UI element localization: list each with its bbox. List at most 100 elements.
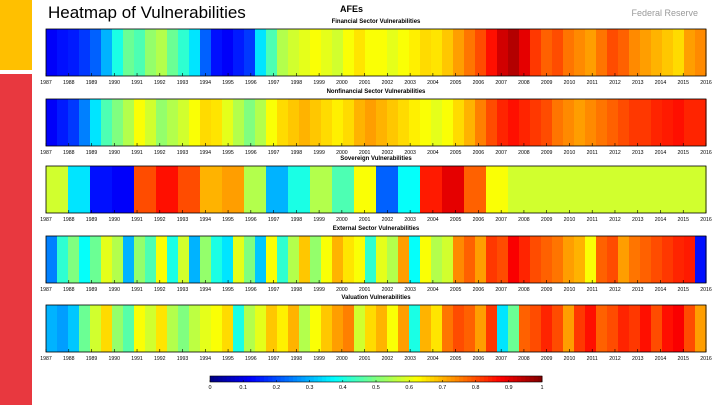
- external-sector-vulnerabilities-cell: [156, 236, 168, 283]
- colorbar-segment: [512, 376, 518, 382]
- sovereign-vulnerabilities-cell: [277, 166, 289, 213]
- colorbar-segment: [521, 376, 526, 382]
- financial-sector-vulnerabilities-tick-label: 2002: [382, 80, 394, 86]
- sovereign-vulnerabilities-tick-label: 1994: [200, 217, 212, 223]
- external-sector-vulnerabilities-cell: [365, 236, 377, 283]
- financial-sector-vulnerabilities-tick-label: 1999: [313, 80, 325, 86]
- colorbar-segment: [471, 376, 477, 382]
- sovereign-vulnerabilities-tick-label: 1997: [268, 217, 280, 223]
- nonfinancial-sector-vulnerabilities-tick-label: 1994: [200, 150, 212, 156]
- financial-sector-vulnerabilities-cell: [387, 29, 399, 76]
- nonfinancial-sector-vulnerabilities-tick-label: 1987: [40, 150, 52, 156]
- financial-sector-vulnerabilities-tick-label: 1992: [154, 80, 166, 86]
- sovereign-vulnerabilities-cell: [508, 166, 520, 213]
- colorbar-segment: [338, 376, 344, 382]
- colorbar-segment: [284, 376, 290, 382]
- sovereign-vulnerabilities-cell: [376, 166, 388, 213]
- sovereign-vulnerabilities-cell: [629, 166, 641, 213]
- colorbar-segment: [396, 376, 402, 382]
- nonfinancial-sector-vulnerabilities-cell: [178, 99, 190, 146]
- financial-sector-vulnerabilities-tick-label: 1988: [63, 80, 75, 86]
- colorbar-segment: [438, 376, 443, 382]
- financial-sector-vulnerabilities-cell: [90, 29, 102, 76]
- colorbar-segment: [492, 376, 497, 382]
- external-sector-vulnerabilities-tick-label: 2002: [382, 287, 394, 293]
- valuation-vulnerabilities-cell: [662, 305, 674, 352]
- nonfinancial-sector-vulnerabilities-tick-label: 2010: [564, 150, 576, 156]
- external-sector-vulnerabilities-tick-label: 2011: [587, 287, 598, 293]
- valuation-vulnerabilities-cell: [365, 305, 377, 352]
- colorbar-segment: [218, 376, 223, 382]
- valuation-vulnerabilities-cell: [530, 305, 542, 352]
- valuation-vulnerabilities-cell: [57, 305, 69, 352]
- external-sector-vulnerabilities-cell: [68, 236, 80, 283]
- valuation-vulnerabilities-tick-label: 2005: [450, 356, 462, 362]
- sovereign-vulnerabilities-tick-label: 2015: [677, 217, 689, 223]
- valuation-vulnerabilities-tick-label: 2014: [655, 356, 667, 362]
- nonfinancial-sector-vulnerabilities-cell: [453, 99, 465, 146]
- sovereign-vulnerabilities-tick-label: 1989: [86, 217, 98, 223]
- valuation-vulnerabilities-cell: [255, 305, 267, 352]
- colorbar-tick-label: 0.4: [339, 385, 347, 391]
- external-sector-vulnerabilities-cell: [277, 236, 289, 283]
- financial-sector-vulnerabilities-cell: [519, 29, 531, 76]
- nonfinancial-sector-vulnerabilities-tick-label: 2008: [518, 150, 530, 156]
- external-sector-vulnerabilities-tick-label: 1992: [154, 287, 166, 293]
- sovereign-vulnerabilities-tick-label: 1988: [63, 217, 75, 223]
- colorbar-segment: [247, 376, 252, 382]
- external-sector-vulnerabilities-cell: [398, 236, 410, 283]
- external-sector-vulnerabilities-tick-label: 1995: [222, 287, 234, 293]
- financial-sector-vulnerabilities-cell: [156, 29, 168, 76]
- colorbar-segment: [537, 376, 543, 382]
- valuation-vulnerabilities-cell: [321, 305, 333, 352]
- external-sector-vulnerabilities-cell: [695, 236, 707, 283]
- nonfinancial-sector-vulnerabilities-cell: [673, 99, 685, 146]
- colorbar-segment: [463, 376, 468, 382]
- external-sector-vulnerabilities-cell: [376, 236, 388, 283]
- colorbar-segment: [388, 376, 394, 382]
- external-sector-vulnerabilities-cell: [57, 236, 69, 283]
- colorbar-segment: [371, 376, 377, 382]
- financial-sector-vulnerabilities-cell: [68, 29, 80, 76]
- nonfinancial-sector-vulnerabilities-cell: [57, 99, 69, 146]
- financial-sector-vulnerabilities-frame: [45, 28, 707, 77]
- financial-sector-vulnerabilities-cell: [277, 29, 289, 76]
- external-sector-vulnerabilities-tick-label: 1999: [313, 287, 325, 293]
- financial-sector-vulnerabilities-tick-label: 2000: [336, 80, 348, 86]
- external-sector-vulnerabilities-cell: [563, 236, 575, 283]
- external-sector-vulnerabilities-cell: [552, 236, 564, 283]
- colorbar-segment: [425, 376, 431, 382]
- external-sector-vulnerabilities-cell: [629, 236, 641, 283]
- sovereign-vulnerabilities-cell: [354, 166, 366, 213]
- sovereign-vulnerabilities-tick-label: 2012: [609, 217, 621, 223]
- nonfinancial-sector-vulnerabilities-cell: [167, 99, 179, 146]
- financial-sector-vulnerabilities-cell: [332, 29, 344, 76]
- valuation-vulnerabilities-cell: [618, 305, 630, 352]
- valuation-vulnerabilities-tick-label: 1992: [154, 356, 166, 362]
- colorbar-segment: [533, 376, 539, 382]
- sovereign-vulnerabilities-tick-label: 2004: [427, 217, 439, 223]
- valuation-vulnerabilities-cell: [596, 305, 608, 352]
- nonfinancial-sector-vulnerabilities-cell: [607, 99, 619, 146]
- nonfinancial-sector-vulnerabilities-cell: [486, 99, 498, 146]
- sovereign-vulnerabilities-cell: [497, 166, 509, 213]
- colorbar-tick-label: 0.6: [405, 385, 413, 391]
- nonfinancial-sector-vulnerabilities-cell: [508, 99, 520, 146]
- colorbar-segment: [346, 376, 352, 382]
- nonfinancial-sector-vulnerabilities-cell: [519, 99, 531, 146]
- financial-sector-vulnerabilities-cell: [420, 29, 432, 76]
- external-sector-vulnerabilities-tick-label: 2012: [609, 287, 621, 293]
- valuation-vulnerabilities-cell: [222, 305, 234, 352]
- nonfinancial-sector-vulnerabilities-cell: [541, 99, 553, 146]
- colorbar-segment: [313, 376, 319, 382]
- valuation-vulnerabilities-cell: [695, 305, 707, 352]
- valuation-vulnerabilities-cell: [398, 305, 410, 352]
- valuation-vulnerabilities-cell: [211, 305, 223, 352]
- nonfinancial-sector-vulnerabilities-tick-label: 2001: [359, 150, 371, 156]
- financial-sector-vulnerabilities-cell: [200, 29, 212, 76]
- nonfinancial-sector-vulnerabilities-cell: [629, 99, 641, 146]
- financial-sector-vulnerabilities-cell: [640, 29, 652, 76]
- financial-sector-vulnerabilities-cell: [585, 29, 597, 76]
- external-sector-vulnerabilities-tick-label: 2004: [427, 287, 439, 293]
- external-sector-vulnerabilities-cell: [255, 236, 267, 283]
